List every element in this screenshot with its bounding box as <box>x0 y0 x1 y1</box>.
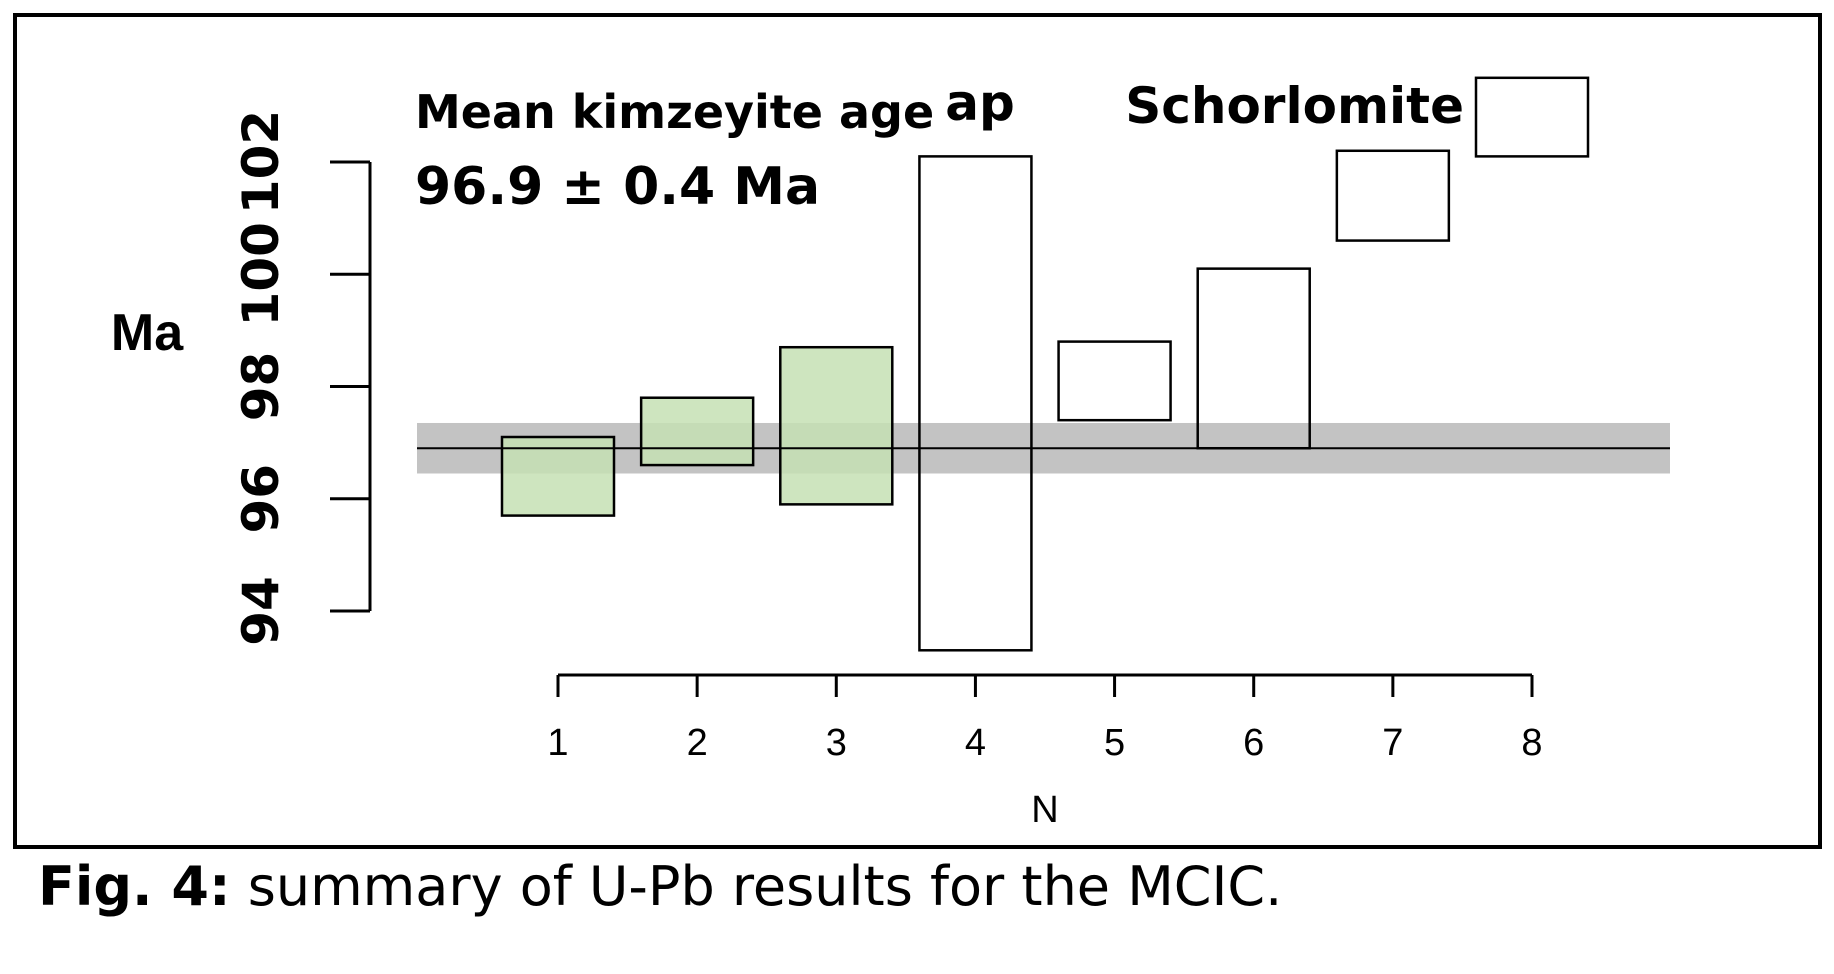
age-box-3 <box>779 345 894 506</box>
x-tick-label-8: 8 <box>1521 722 1542 764</box>
x-tick-label-6: 6 <box>1243 722 1264 764</box>
caption-text: summary of U-Pb results for the MCIC. <box>230 855 1283 918</box>
y-tick-label-96: 96 <box>232 464 290 534</box>
age-box-2 <box>639 396 755 467</box>
x-axis-label: N <box>1031 789 1058 831</box>
boxes-layer <box>500 76 1590 652</box>
x-tick-label-1: 1 <box>547 722 568 764</box>
age-box-6 <box>1196 267 1311 450</box>
mean-age-value: 96.9 ± 0.4 Ma <box>415 157 820 217</box>
mean-age-title: Mean kimzeyite age <box>415 85 934 139</box>
age-box-1 <box>500 435 616 517</box>
y-tick-label-98: 98 <box>232 352 290 422</box>
x-tick-label-2: 2 <box>687 722 708 764</box>
y-tick-label-102: 102 <box>232 110 290 214</box>
x-tick-label-3: 3 <box>826 722 847 764</box>
y-tick-label-94: 94 <box>232 576 290 646</box>
age-box-7 <box>1335 149 1451 242</box>
age-box-4 <box>918 155 1033 652</box>
x-tick-label-4: 4 <box>965 722 986 764</box>
x-tick-label-5: 5 <box>1104 722 1125 764</box>
age-box-5 <box>1057 340 1172 422</box>
x-tick-label-7: 7 <box>1382 722 1403 764</box>
age-box-8 <box>1474 76 1590 158</box>
y-tick-label-100: 100 <box>232 222 290 326</box>
y-axis-label: Ma <box>111 304 184 362</box>
ap-label: ap <box>945 74 1015 132</box>
figure-caption: Fig. 4: summary of U-Pb results for the … <box>38 855 1282 918</box>
schorlomite-label: Schorlomite <box>1125 77 1464 135</box>
caption-label: Fig. 4: <box>38 855 231 918</box>
axes-layer: 94 96 98 100 102 1 2 3 4 5 6 7 8 <box>232 110 1543 764</box>
